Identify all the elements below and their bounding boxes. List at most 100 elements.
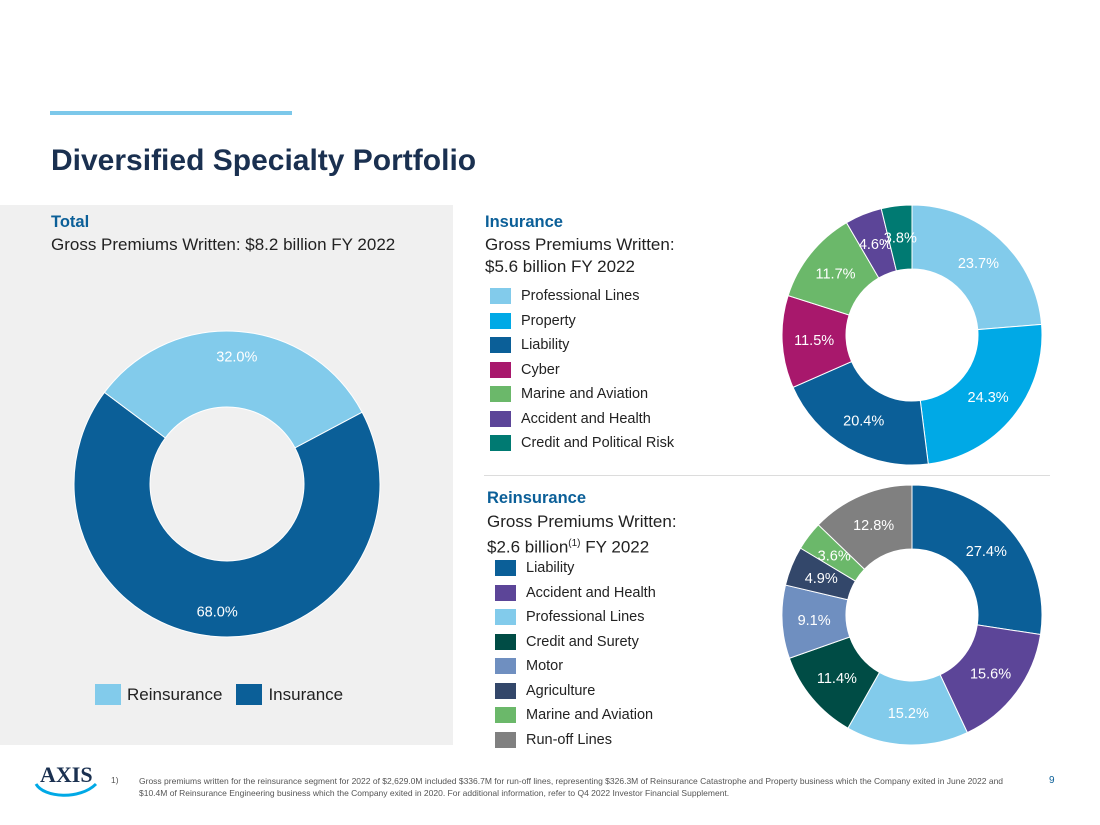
reinsurance-label-professional-lines: 15.2% <box>888 706 929 722</box>
legend-label: Liability <box>526 560 575 577</box>
logo-text: AXIS <box>40 762 93 787</box>
legend-label: Cyber <box>521 361 560 378</box>
total-label-insurance: 68.0% <box>197 605 238 621</box>
reinsurance-legend-item-accident-and-health: Accident and Health <box>495 581 656 606</box>
insurance-subtitle-line2: $5.6 billion FY 2022 <box>485 257 635 276</box>
insurance-slice-credit-and-political-risk <box>880 204 913 272</box>
insurance-label-accident-and-health: 4.6% <box>859 237 892 253</box>
reinsurance-label-agriculture: 4.9% <box>805 571 838 587</box>
insurance-slice-property <box>919 323 1043 465</box>
insurance-label-professional-lines: 23.7% <box>958 256 999 272</box>
legend-swatch <box>495 658 516 675</box>
reinsurance-legend-item-run-off-lines: Run-off Lines <box>495 728 656 753</box>
legend-swatch <box>490 361 511 378</box>
insurance-legend-item-professional-lines: Professional Lines <box>490 284 674 309</box>
total-slice-insurance <box>73 391 381 638</box>
reinsurance-legend-item-marine-and-aviation: Marine and Aviation <box>495 703 656 728</box>
reinsurance-label-marine-and-aviation: 3.6% <box>818 548 851 564</box>
legend-swatch <box>236 684 263 705</box>
total-subtitle: Gross Premiums Written: $8.2 billion FY … <box>51 235 396 254</box>
reinsurance-legend: Liability Accident and Health Professional… <box>495 556 656 752</box>
page-title: Diversified Specialty Portfolio <box>51 144 477 177</box>
legend-label: Professional Lines <box>521 288 640 305</box>
legend-swatch <box>495 633 516 650</box>
reinsurance-legend-item-liability: Liability <box>495 556 656 581</box>
reinsurance-title: Reinsurance <box>487 489 587 507</box>
axis-logo: AXIS <box>34 762 98 797</box>
legend-label: Marine and Aviation <box>521 386 649 403</box>
legend-swatch <box>495 682 516 699</box>
insurance-legend-item-accident-and-health: Accident and Health <box>490 407 674 432</box>
reinsurance-legend-item-credit-and-surety: Credit and Surety <box>495 630 656 655</box>
legend-label: Professional Lines <box>526 609 645 626</box>
reinsurance-legend-item-professional-lines: Professional Lines <box>495 605 656 630</box>
legend-label: Liability <box>521 337 570 354</box>
legend-swatch <box>495 707 516 724</box>
legend-label: Accident and Health <box>526 584 656 601</box>
reinsurance-legend-item-motor: Motor <box>495 654 656 679</box>
legend-swatch <box>95 684 121 705</box>
insurance-label-property: 24.3% <box>968 390 1009 406</box>
insurance-subtitle: Gross Premiums Written: $5.6 billion FY … <box>485 234 675 278</box>
insurance-legend: Professional Lines Property Liability Cyber… <box>490 284 674 456</box>
legend-swatch <box>490 435 511 452</box>
legend-swatch <box>495 609 516 626</box>
legend-swatch <box>495 731 516 748</box>
legend-label: Agriculture <box>526 682 596 699</box>
legend-swatch <box>490 337 511 354</box>
insurance-slice-liability <box>792 360 929 466</box>
footnote-text: Gross premiums written for the reinsuran… <box>139 776 1004 798</box>
total-legend: Reinsurance Insurance <box>95 684 357 705</box>
reinsurance-label-credit-and-surety: 11.4% <box>817 671 857 687</box>
insurance-subtitle-line1: Gross Premiums Written: <box>485 235 675 254</box>
insurance-legend-item-liability: Liability <box>490 333 674 358</box>
total-title: Total <box>51 213 90 231</box>
legend-label: Credit and Political Risk <box>521 435 675 452</box>
legend-swatch <box>495 560 516 577</box>
footnote-number: 1) <box>111 775 119 785</box>
legend-swatch <box>490 386 511 403</box>
reinsurance-label-accident-and-health: 15.6% <box>970 667 1011 683</box>
insurance-legend-item-property: Property <box>490 309 674 334</box>
insurance-label-cyber: 11.5% <box>794 333 834 349</box>
title-accent-line <box>50 111 292 115</box>
insurance-legend-item-marine-and-aviation: Marine and Aviation <box>490 382 674 407</box>
reinsurance-label-liability: 27.4% <box>966 544 1007 560</box>
reinsurance-subtitle-line1: Gross Premiums Written: <box>487 512 677 531</box>
reinsurance-period: FY 2022 <box>580 537 650 557</box>
reinsurance-subtitle: Gross Premiums Written: $2.6 billion(1) … <box>487 511 677 559</box>
insurance-legend-item-credit-and-political-risk: Credit and Political Risk <box>490 431 674 456</box>
legend-swatch <box>490 410 511 427</box>
legend-label: Accident and Health <box>521 410 651 427</box>
logo-swoosh <box>34 782 98 797</box>
page-number: 9 <box>1049 775 1055 786</box>
legend-label: Run-off Lines <box>526 731 612 748</box>
legend-label: Credit and Surety <box>526 633 639 650</box>
insurance-title: Insurance <box>485 213 563 231</box>
legend-label: Insurance <box>268 684 344 704</box>
reinsurance-slice-run-off-lines <box>817 484 913 570</box>
legend-swatch <box>490 288 511 305</box>
legend-label: Reinsurance <box>127 684 223 704</box>
reinsurance-slice-liability <box>911 484 1043 636</box>
insurance-slice-professional-lines <box>911 204 1043 331</box>
total-legend-item-reinsurance: Reinsurance <box>95 684 222 705</box>
total-slice-reinsurance <box>103 330 363 449</box>
reinsurance-subtitle-line2: $2.6 billion(1) FY 2022 <box>487 533 677 559</box>
insurance-label-credit-and-political-risk: 3.8% <box>884 231 917 247</box>
insurance-label-marine-and-aviation: 11.7% <box>815 267 855 283</box>
section-divider <box>484 475 1050 476</box>
legend-label: Motor <box>526 658 564 675</box>
reinsurance-legend-item-agriculture: Agriculture <box>495 679 656 704</box>
total-legend-item-insurance: Insurance <box>236 684 343 705</box>
footnote-ref: (1) <box>568 538 581 549</box>
reinsurance-amount: $2.6 billion <box>487 537 569 557</box>
insurance-legend-item-cyber: Cyber <box>490 358 674 383</box>
legend-label: Marine and Aviation <box>526 707 654 724</box>
legend-swatch <box>495 584 516 601</box>
insurance-label-liability: 20.4% <box>843 413 884 429</box>
reinsurance-label-run-off-lines: 12.8% <box>853 518 894 534</box>
